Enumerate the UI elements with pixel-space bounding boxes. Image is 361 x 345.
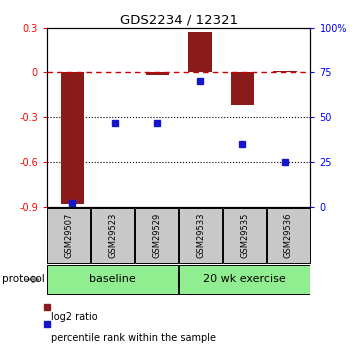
FancyBboxPatch shape bbox=[267, 208, 310, 263]
Bar bbox=[146, 72, 169, 76]
Text: GSM29507: GSM29507 bbox=[64, 213, 73, 258]
Text: GSM29533: GSM29533 bbox=[196, 213, 205, 258]
Text: GSM29529: GSM29529 bbox=[152, 213, 161, 258]
FancyBboxPatch shape bbox=[91, 208, 134, 263]
Title: GDS2234 / 12321: GDS2234 / 12321 bbox=[119, 13, 238, 27]
Text: GSM29536: GSM29536 bbox=[284, 213, 293, 258]
Bar bbox=[231, 72, 254, 105]
Bar bbox=[188, 32, 212, 72]
FancyBboxPatch shape bbox=[47, 265, 178, 294]
Text: protocol: protocol bbox=[2, 275, 44, 284]
Bar bbox=[273, 71, 297, 72]
FancyBboxPatch shape bbox=[47, 208, 90, 263]
Text: GSM29535: GSM29535 bbox=[240, 213, 249, 258]
Text: baseline: baseline bbox=[90, 275, 136, 284]
Text: log2 ratio: log2 ratio bbox=[51, 312, 97, 322]
Text: GSM29523: GSM29523 bbox=[108, 213, 117, 258]
FancyBboxPatch shape bbox=[179, 208, 222, 263]
Text: 20 wk exercise: 20 wk exercise bbox=[203, 275, 286, 284]
Text: percentile rank within the sample: percentile rank within the sample bbox=[51, 333, 216, 343]
FancyBboxPatch shape bbox=[223, 208, 266, 263]
FancyBboxPatch shape bbox=[135, 208, 178, 263]
FancyBboxPatch shape bbox=[179, 265, 310, 294]
Bar bbox=[61, 72, 84, 204]
